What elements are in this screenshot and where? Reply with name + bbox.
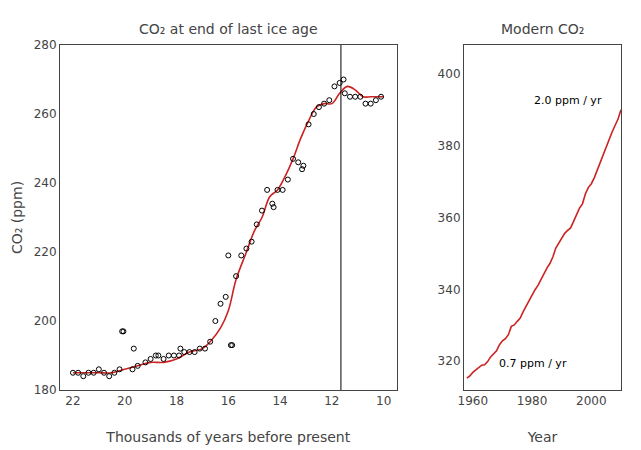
svg-text:22: 22 [65, 394, 80, 408]
svg-text:12: 12 [324, 394, 339, 408]
svg-text:20: 20 [117, 394, 132, 408]
svg-text:0.7 ppm / yr: 0.7 ppm / yr [499, 357, 567, 370]
svg-text:14: 14 [272, 394, 287, 408]
svg-text:16: 16 [221, 394, 236, 408]
svg-text:360: 360 [438, 211, 461, 225]
svg-text:320: 320 [438, 354, 461, 368]
svg-text:Year: Year [527, 429, 558, 445]
svg-text:1960: 1960 [458, 394, 489, 408]
svg-text:240: 240 [34, 176, 57, 190]
svg-text:260: 260 [34, 107, 57, 121]
svg-text:220: 220 [34, 245, 57, 259]
svg-text:Thousands of years before pres: Thousands of years before present [105, 429, 350, 445]
svg-text:CO₂ at end of last ice age: CO₂ at end of last ice age [139, 21, 318, 37]
svg-text:CO₂ (ppm): CO₂ (ppm) [9, 181, 25, 254]
svg-text:340: 340 [438, 283, 461, 297]
svg-text:380: 380 [438, 139, 461, 153]
svg-text:Modern CO₂: Modern CO₂ [501, 21, 584, 37]
svg-text:1980: 1980 [517, 394, 548, 408]
svg-text:280: 280 [34, 38, 57, 52]
svg-text:2000: 2000 [576, 394, 607, 408]
svg-text:180: 180 [34, 383, 57, 397]
svg-text:18: 18 [169, 394, 184, 408]
svg-text:2.0 ppm / yr: 2.0 ppm / yr [534, 94, 602, 107]
svg-text:400: 400 [438, 67, 461, 81]
svg-text:10: 10 [376, 394, 391, 408]
svg-text:200: 200 [34, 314, 57, 328]
